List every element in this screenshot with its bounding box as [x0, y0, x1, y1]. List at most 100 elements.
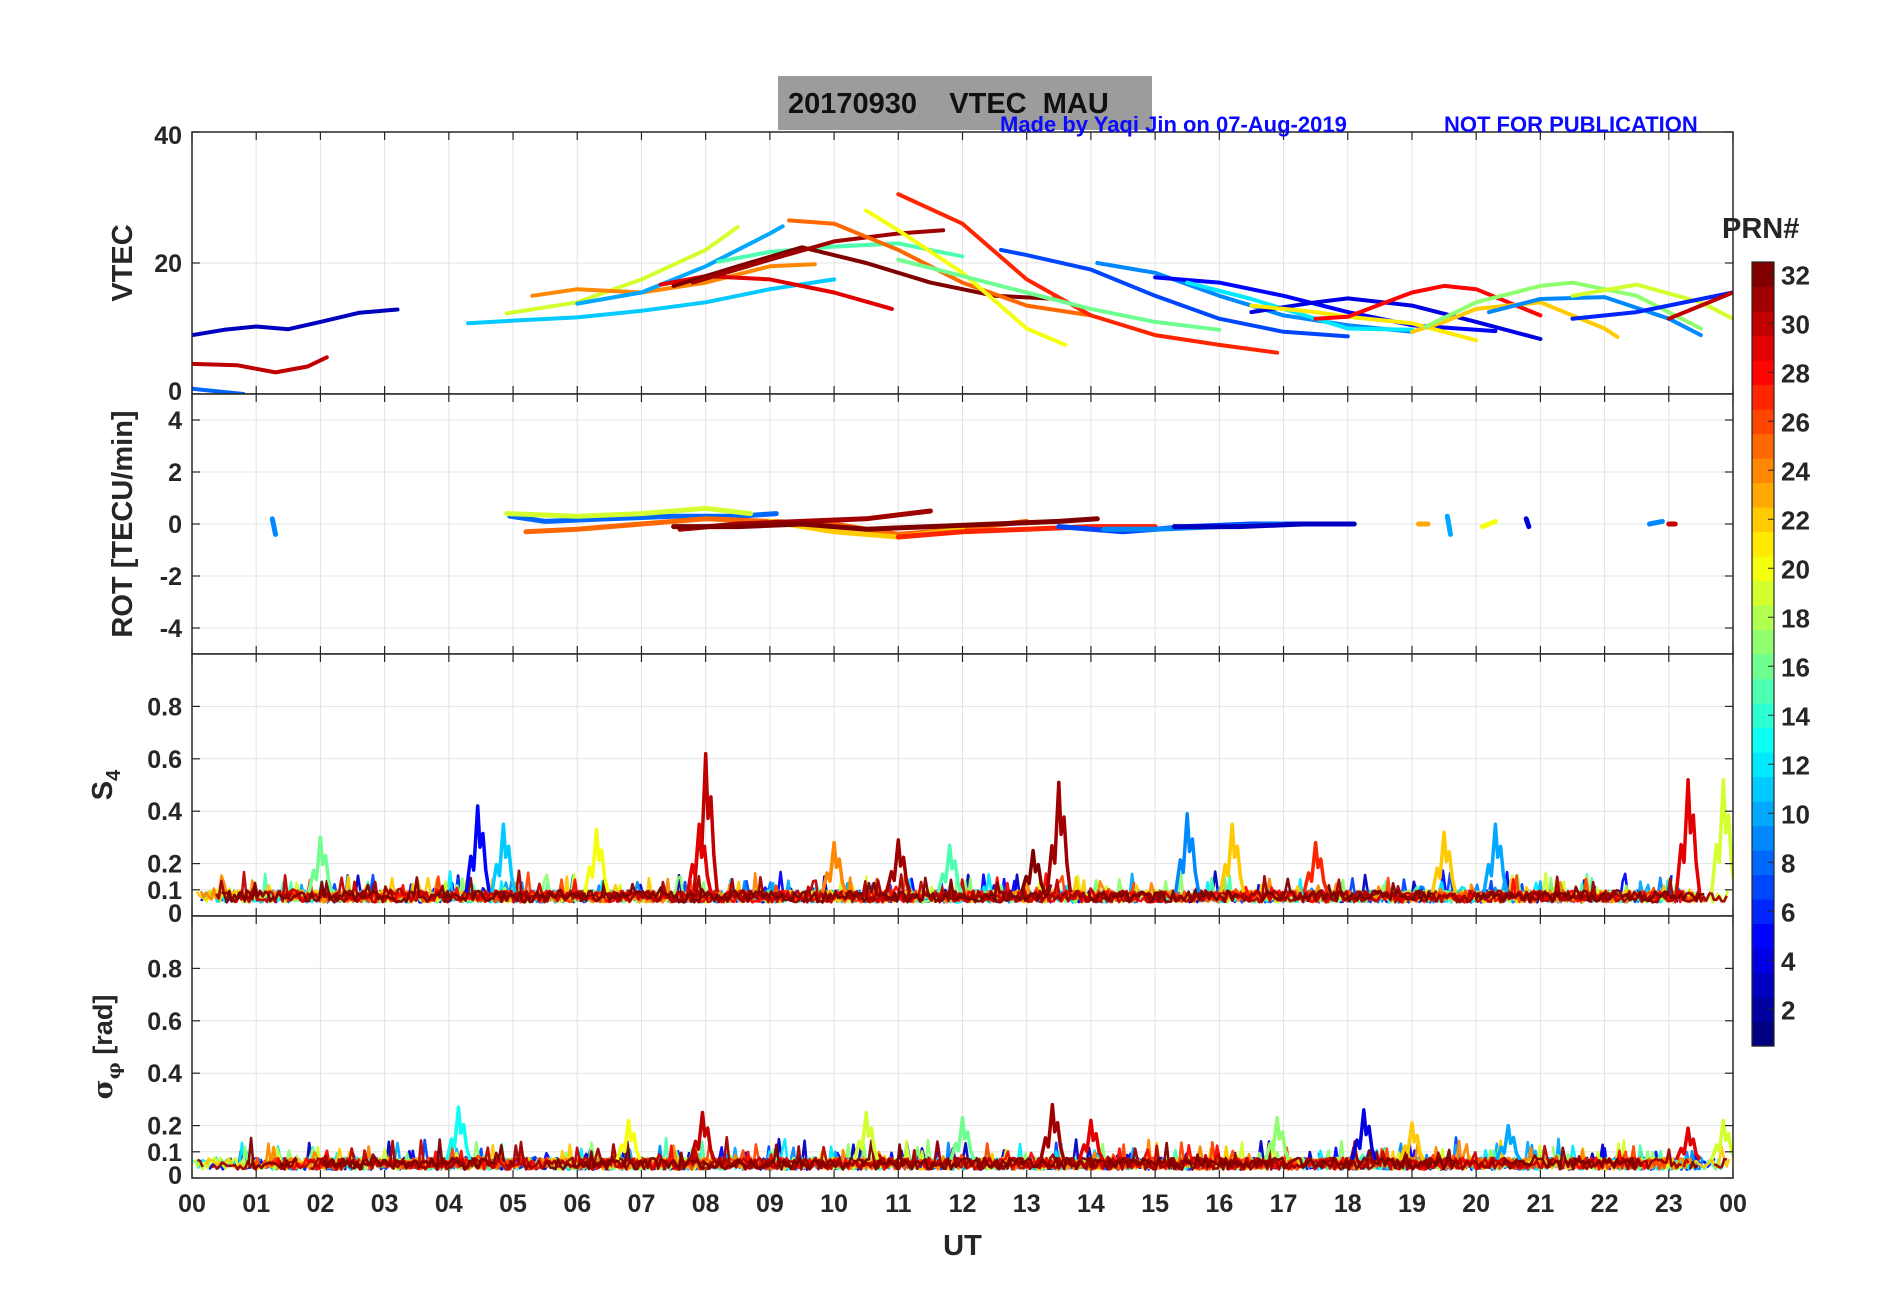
colorbar-tick-label: 8 — [1781, 848, 1795, 878]
figure-title: 20170930 VTEC MAU — [788, 88, 1109, 120]
prn-9-trace — [1647, 518, 1665, 527]
prn-29-spike — [1674, 778, 1702, 893]
colorbar-tick-label: 10 — [1781, 799, 1810, 829]
colorbar-cell — [1752, 580, 1774, 606]
y-tick-label: 40 — [154, 122, 182, 150]
x-tick-label: 04 — [435, 1190, 463, 1218]
prn-19-spike — [1710, 778, 1733, 893]
colorbar-cell — [1752, 948, 1774, 974]
colorbar-cell — [1752, 360, 1774, 386]
x-tick-label: 14 — [1077, 1190, 1105, 1218]
y-tick-label: 0 — [168, 1162, 182, 1190]
y-tick-label: 0.8 — [147, 955, 182, 983]
prn-8-trace — [192, 386, 246, 394]
colorbar-tick-label: 26 — [1781, 407, 1810, 437]
prn-27-trace — [896, 192, 1280, 355]
prn-31-trace — [690, 228, 946, 285]
prn-32-noise-trace — [220, 876, 1705, 904]
colorbar-cell — [1752, 531, 1774, 557]
prn-20-trace — [1480, 518, 1498, 530]
prn-27-trace — [895, 524, 1158, 540]
x-tick-label: 02 — [307, 1190, 335, 1218]
x-tick-label: 21 — [1526, 1190, 1554, 1218]
prn-20-trace — [864, 208, 1068, 347]
prn-5-spike — [464, 804, 492, 893]
prn-29-spike — [1674, 1126, 1702, 1161]
y-tick-label: 0.1 — [147, 1139, 182, 1167]
x-tick-label: 03 — [371, 1190, 399, 1218]
x-tick-label: 20 — [1462, 1190, 1490, 1218]
y-axis-label: σφ [rad] — [88, 995, 125, 1100]
prn-30-trace — [1666, 290, 1733, 321]
prn-27-spike — [1302, 840, 1329, 893]
y-tick-label: 0.6 — [147, 1008, 182, 1036]
y-tick-label: 20 — [154, 250, 182, 278]
x-tick-label: 00 — [178, 1190, 206, 1218]
y-tick-label: 0.6 — [147, 746, 182, 774]
colorbar-cell — [1752, 654, 1774, 680]
colorbar-cell — [1752, 923, 1774, 949]
vtec-data — [192, 192, 1733, 394]
y-tick-label: 0 — [168, 900, 182, 928]
colorbar-cell — [1752, 433, 1774, 459]
y-axis-label: S4 — [87, 769, 125, 800]
prn-10-trace — [575, 224, 785, 306]
prn-22-spike — [1218, 822, 1246, 893]
prn-17-spike — [1263, 1115, 1291, 1161]
y-tick-label: 0.1 — [147, 877, 182, 905]
x-tick-label: 06 — [563, 1190, 591, 1218]
colorbar-cell — [1752, 335, 1774, 361]
y-tick-label: -4 — [160, 615, 182, 643]
y-tick-label: 0.4 — [147, 1060, 182, 1088]
x-tick-label: 16 — [1205, 1190, 1233, 1218]
colorbar-cell — [1752, 776, 1774, 802]
prn-24-spike — [820, 840, 848, 893]
x-tick-label: 05 — [499, 1190, 527, 1218]
prn-10-trace — [1444, 513, 1453, 537]
prn-16-trace — [896, 257, 1222, 332]
colorbar-tick-label: 18 — [1781, 603, 1810, 633]
y-tick-label: 0.4 — [147, 798, 182, 826]
colorbar-cell — [1752, 972, 1774, 998]
prn-32-trace — [671, 516, 1100, 532]
y-tick-label: 0.8 — [147, 693, 182, 721]
colorbar-cell — [1752, 384, 1774, 410]
y-tick-label: 0.2 — [147, 851, 182, 879]
prn-10-spike — [1482, 822, 1509, 893]
colorbar-frame — [1751, 261, 1775, 1047]
colorbar-tick-label: 24 — [1781, 456, 1810, 486]
prn-4-trace — [1249, 296, 1543, 341]
prn-3-trace — [192, 307, 400, 338]
colorbar-cell — [1752, 409, 1774, 435]
colorbar-cell — [1752, 874, 1774, 900]
y-tick-label: 0.2 — [147, 1113, 182, 1141]
x-axis-label: UT — [943, 1230, 982, 1262]
prn-31-spike — [884, 838, 912, 893]
colorbar-cell — [1752, 1021, 1774, 1047]
colorbar-cell — [1752, 703, 1774, 729]
colorbar-cell — [1752, 507, 1774, 533]
colorbar-tick-label: 30 — [1781, 309, 1810, 339]
prn-19-trace — [1570, 282, 1733, 321]
colorbar-tick-label: 20 — [1781, 554, 1810, 584]
prn-28-trace — [1313, 283, 1543, 321]
prn-19-trace — [504, 225, 740, 316]
x-tick-label: 23 — [1655, 1190, 1683, 1218]
x-tick-label: 08 — [692, 1190, 720, 1218]
colorbar-cell — [1752, 556, 1774, 582]
prn-20-spike — [615, 1118, 642, 1161]
prn-3-trace — [1171, 521, 1357, 530]
colorbar-tick-label: 16 — [1781, 652, 1810, 682]
sigma_phi-data — [192, 1102, 1733, 1170]
x-tick-label: 13 — [1013, 1190, 1041, 1218]
x-tick-label: 07 — [628, 1190, 656, 1218]
y-tick-label: 4 — [168, 407, 182, 435]
x-tick-label: 19 — [1398, 1190, 1426, 1218]
y-tick-label: -2 — [160, 563, 182, 591]
colorbar-cell — [1752, 458, 1774, 484]
prn-19-trace — [504, 505, 754, 519]
x-tick-label: 11 — [885, 1190, 912, 1218]
colorbar-cell — [1752, 752, 1774, 778]
colorbar-cell — [1752, 605, 1774, 631]
